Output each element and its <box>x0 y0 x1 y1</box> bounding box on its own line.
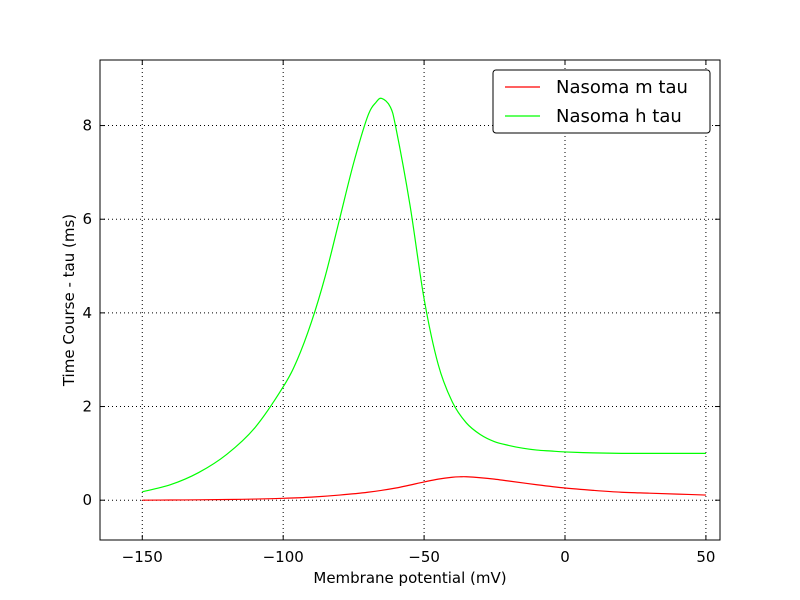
x-tick-label: −150 <box>122 548 163 566</box>
tick-layer: −150 −100 −50 0 50 0 2 4 6 8 <box>82 60 720 566</box>
legend-label-nasoma-m-tau: Nasoma m tau <box>556 77 688 98</box>
x-tick-label: −100 <box>263 548 304 566</box>
legend-box <box>492 69 711 134</box>
y-tick-label: 2 <box>82 398 92 416</box>
y-tick-label: 8 <box>82 117 92 135</box>
x-tick-label: 50 <box>696 548 715 566</box>
legend-label-nasoma-h-tau: Nasoma h tau <box>556 106 682 127</box>
series-line-nasoma-m-tau <box>142 476 706 501</box>
x-tick-label: −50 <box>408 548 440 566</box>
y-tick-label: 0 <box>82 491 92 509</box>
series-line-nasoma-h-tau <box>142 97 706 493</box>
series-layer <box>142 97 706 501</box>
x-tick-label: 0 <box>560 548 570 566</box>
x-axis-label: Membrane potential (mV) <box>313 569 506 587</box>
legend: Nasoma m tau Nasoma h tau <box>492 69 711 134</box>
y-tick-label: 6 <box>82 210 92 228</box>
y-tick-label: 4 <box>82 304 92 322</box>
y-axis-label: Time Course - tau (ms) <box>60 214 78 387</box>
plot-frame <box>99 59 721 541</box>
